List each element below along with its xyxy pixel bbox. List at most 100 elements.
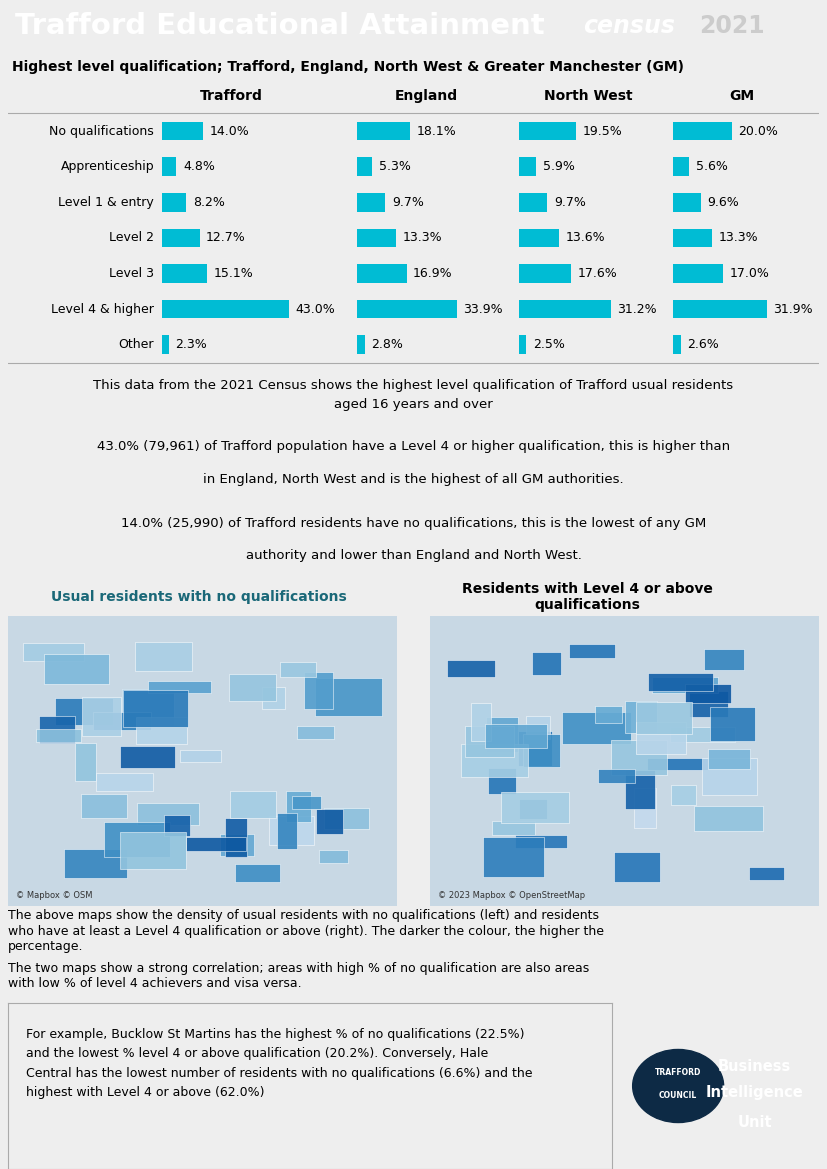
Text: 19.5%: 19.5% (583, 125, 623, 138)
Text: 13.3%: 13.3% (403, 231, 442, 244)
Bar (286, 790, 311, 822)
Bar (519, 229, 559, 247)
Bar (298, 726, 333, 739)
Bar (519, 798, 547, 819)
Text: 18.1%: 18.1% (417, 125, 457, 138)
Text: 14.0% (25,990) of Trafford residents have no qualifications, this is the lowest : 14.0% (25,990) of Trafford residents hav… (121, 518, 706, 531)
Text: 4.8%: 4.8% (183, 160, 215, 173)
Text: 9.6%: 9.6% (708, 196, 739, 209)
Bar (689, 691, 728, 717)
Text: Intelligence: Intelligence (705, 1085, 804, 1100)
Text: Level 3: Level 3 (109, 267, 154, 281)
Bar (595, 706, 622, 724)
Text: COUNCIL: COUNCIL (659, 1092, 697, 1100)
Text: 14.0%: 14.0% (210, 125, 250, 138)
Text: Level 2: Level 2 (109, 231, 154, 244)
Bar (636, 721, 686, 754)
Bar (122, 689, 174, 726)
Bar (324, 809, 369, 829)
Bar (519, 158, 536, 177)
Text: GM: GM (729, 89, 755, 103)
Bar (149, 682, 212, 693)
Bar (162, 300, 289, 318)
Bar (461, 745, 528, 777)
Bar (637, 701, 692, 734)
Text: who have at least a Level 4 qualification or above (right). The darker the colou: who have at least a Level 4 qualificatio… (8, 925, 605, 938)
Bar (673, 336, 681, 354)
Bar (704, 649, 744, 670)
Bar (162, 158, 176, 177)
Bar (81, 795, 127, 818)
Bar (39, 717, 74, 742)
Bar (123, 690, 188, 727)
Text: Level 4 & higher: Level 4 & higher (51, 303, 154, 316)
Text: 31.2%: 31.2% (617, 303, 657, 316)
Bar (120, 746, 175, 768)
Bar (269, 816, 314, 845)
Bar (526, 715, 550, 739)
Text: 20.0%: 20.0% (739, 125, 778, 138)
Text: The two maps show a strong correlation; areas with high % of no qualification ar: The two maps show a strong correlation; … (8, 962, 590, 975)
Bar (483, 837, 543, 877)
Text: Usual residents with no qualifications: Usual residents with no qualifications (50, 590, 347, 604)
Bar (485, 717, 518, 753)
Bar (519, 336, 526, 354)
Bar (533, 652, 562, 676)
Bar (673, 193, 701, 212)
Text: 12.7%: 12.7% (206, 231, 246, 244)
Bar (74, 743, 96, 781)
Bar (500, 793, 569, 823)
Text: 9.7%: 9.7% (554, 196, 586, 209)
Bar (356, 264, 407, 283)
Bar (220, 833, 255, 856)
Bar (356, 336, 365, 354)
Bar (64, 849, 127, 878)
Circle shape (633, 1050, 724, 1122)
Text: © Mapbox © OSM: © Mapbox © OSM (16, 891, 93, 900)
Bar (599, 769, 634, 783)
Text: 43.0% (79,961) of Trafford population have a Level 4 or higher qualification, th: 43.0% (79,961) of Trafford population ha… (97, 440, 730, 452)
Text: 31.9%: 31.9% (773, 303, 813, 316)
Text: 8.2%: 8.2% (193, 196, 225, 209)
Text: Trafford Educational Attainment: Trafford Educational Attainment (15, 12, 544, 40)
Bar (515, 835, 566, 848)
Bar (136, 642, 192, 671)
Text: Trafford: Trafford (200, 89, 263, 103)
Bar (23, 643, 84, 660)
Bar (562, 712, 631, 745)
Bar (137, 803, 198, 825)
Bar (165, 815, 189, 836)
Bar (614, 852, 661, 883)
Text: For example, Bucklow St Martins has the highest % of no qualifications (22.5%)
a: For example, Bucklow St Martins has the … (26, 1028, 533, 1099)
Bar (356, 300, 457, 318)
Bar (93, 712, 151, 731)
Text: Unit: Unit (738, 1115, 772, 1130)
Bar (652, 677, 718, 693)
Text: authority and lower than England and North West.: authority and lower than England and Nor… (246, 549, 581, 562)
Bar (492, 821, 535, 835)
Bar (485, 724, 547, 748)
Bar (670, 727, 735, 742)
Bar (465, 726, 514, 758)
Text: 13.3%: 13.3% (719, 231, 758, 244)
Bar (82, 698, 121, 736)
Text: 9.7%: 9.7% (392, 196, 423, 209)
Bar (569, 644, 614, 658)
Bar (280, 662, 316, 677)
Bar (673, 300, 767, 318)
Text: percentage.: percentage. (8, 940, 84, 953)
Text: 2021: 2021 (699, 14, 764, 37)
Bar (648, 758, 709, 770)
Text: © 2023 Mapbox © OpenStreetMap: © 2023 Mapbox © OpenStreetMap (437, 891, 585, 900)
Text: England: England (394, 89, 457, 103)
Text: 33.9%: 33.9% (463, 303, 503, 316)
Bar (356, 229, 396, 247)
Bar (695, 805, 762, 831)
Bar (673, 229, 712, 247)
Bar (489, 768, 516, 794)
Bar (162, 122, 203, 140)
Text: 2.6%: 2.6% (687, 338, 719, 351)
Bar (120, 832, 186, 870)
Text: in England, North West and is the highest of all GM authorities.: in England, North West and is the highes… (203, 472, 624, 485)
Text: Level 1 & entry: Level 1 & entry (59, 196, 154, 209)
